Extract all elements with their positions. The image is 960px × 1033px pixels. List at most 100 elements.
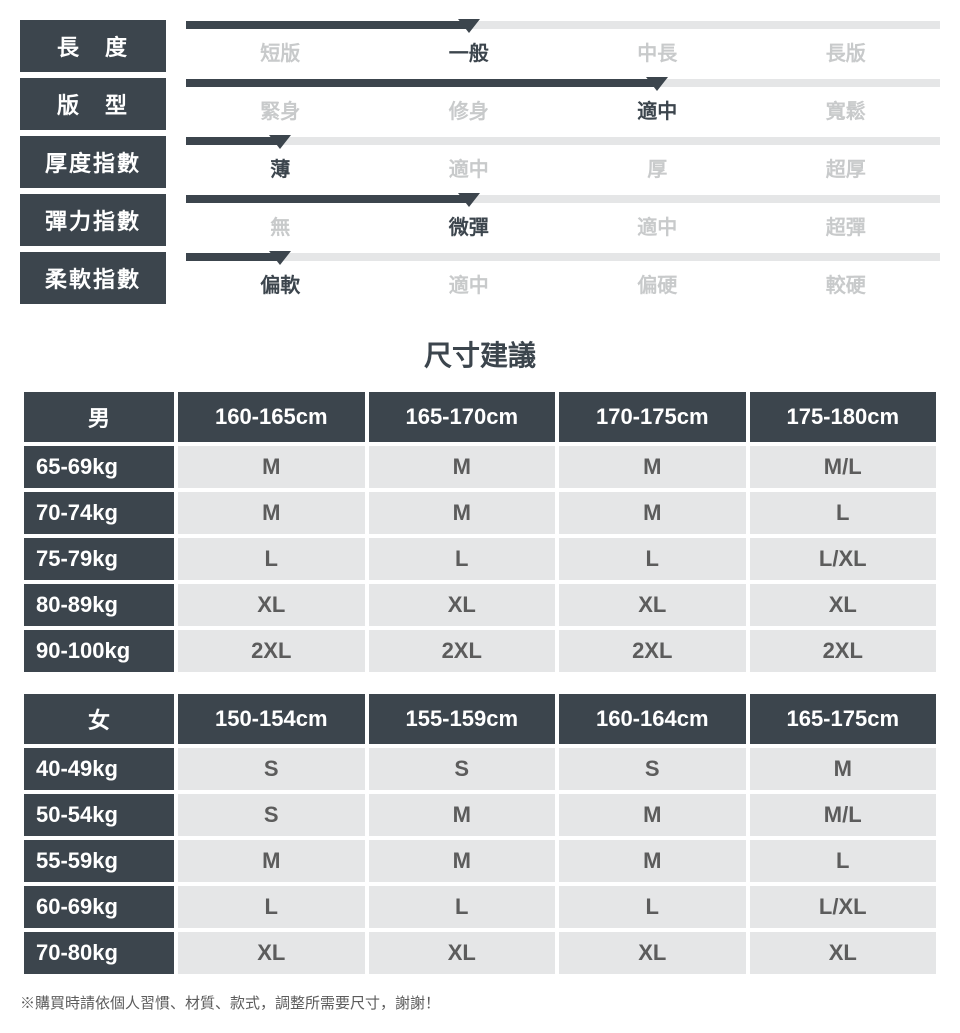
scale-option: 無 — [186, 211, 375, 240]
size-table: 女150-154cm155-159cm160-164cm165-175cm40-… — [20, 690, 940, 978]
attribute-row: 版 型緊身修身適中寬鬆 — [20, 78, 940, 130]
scale-fill — [186, 253, 280, 261]
size-cell: XL — [559, 932, 746, 974]
scale-pointer-icon — [458, 193, 480, 207]
table-row: 55-59kgMMML — [24, 840, 936, 882]
table-row: 40-49kgSSSM — [24, 748, 936, 790]
size-cell: M/L — [750, 794, 937, 836]
size-cell: L — [750, 840, 937, 882]
scale-fill — [186, 195, 469, 203]
scale-pointer-icon — [458, 19, 480, 33]
scale-option: 超厚 — [752, 153, 941, 182]
size-cell: M — [369, 840, 556, 882]
table-row: 90-100kg2XL2XL2XL2XL — [24, 630, 936, 672]
size-cell: M — [750, 748, 937, 790]
table-corner: 女 — [24, 694, 174, 744]
scale-fill — [186, 21, 469, 29]
scale-track — [186, 253, 940, 261]
table-row: 75-79kgLLLL/XL — [24, 538, 936, 580]
attribute-scale: 短版一般中長長版 — [186, 21, 940, 71]
column-header: 170-175cm — [559, 392, 746, 442]
scale-option: 適中 — [563, 95, 752, 124]
size-cell: S — [559, 748, 746, 790]
size-cell: XL — [178, 584, 365, 626]
column-header: 150-154cm — [178, 694, 365, 744]
size-cell: L — [559, 886, 746, 928]
size-cell: L — [559, 538, 746, 580]
size-cell: M — [369, 446, 556, 488]
attribute-scale: 薄適中厚超厚 — [186, 137, 940, 187]
attribute-label: 版 型 — [20, 78, 166, 130]
scale-option: 偏硬 — [563, 269, 752, 298]
size-cell: XL — [750, 584, 937, 626]
column-header: 155-159cm — [369, 694, 556, 744]
attribute-indicators: 長 度短版一般中長長版版 型緊身修身適中寬鬆厚度指數薄適中厚超厚彈力指數無微彈適… — [20, 20, 940, 304]
scale-option: 寬鬆 — [752, 95, 941, 124]
size-cell: M — [178, 840, 365, 882]
scale-fill — [186, 137, 280, 145]
size-cell: L — [178, 886, 365, 928]
attribute-row: 長 度短版一般中長長版 — [20, 20, 940, 72]
scale-option: 適中 — [375, 153, 564, 182]
size-cell: XL — [178, 932, 365, 974]
size-cell: XL — [369, 584, 556, 626]
size-cell: L — [178, 538, 365, 580]
size-cell: M — [369, 794, 556, 836]
scale-pointer-icon — [269, 135, 291, 149]
size-cell: M — [559, 840, 746, 882]
scale-track — [186, 137, 940, 145]
row-header: 55-59kg — [24, 840, 174, 882]
section-title: 尺寸建議 — [20, 334, 940, 374]
attribute-scale: 緊身修身適中寬鬆 — [186, 79, 940, 129]
attribute-label: 彈力指數 — [20, 194, 166, 246]
size-cell: XL — [559, 584, 746, 626]
scale-option: 薄 — [186, 153, 375, 182]
scale-option: 偏軟 — [186, 269, 375, 298]
scale-labels: 偏軟適中偏硬較硬 — [186, 269, 940, 298]
scale-fill — [186, 79, 657, 87]
table-corner: 男 — [24, 392, 174, 442]
scale-option: 超彈 — [752, 211, 941, 240]
column-header: 160-165cm — [178, 392, 365, 442]
row-header: 40-49kg — [24, 748, 174, 790]
row-header: 65-69kg — [24, 446, 174, 488]
attribute-row: 柔軟指數偏軟適中偏硬較硬 — [20, 252, 940, 304]
size-cell: L/XL — [750, 538, 937, 580]
size-cell: M — [178, 446, 365, 488]
scale-option: 厚 — [563, 153, 752, 182]
row-header: 70-80kg — [24, 932, 174, 974]
row-header: 60-69kg — [24, 886, 174, 928]
scale-labels: 短版一般中長長版 — [186, 37, 940, 66]
table-row: 60-69kgLLLL/XL — [24, 886, 936, 928]
size-table: 男160-165cm165-170cm170-175cm175-180cm65-… — [20, 388, 940, 676]
attribute-scale: 偏軟適中偏硬較硬 — [186, 253, 940, 303]
size-cell: 2XL — [559, 630, 746, 672]
scale-option: 適中 — [375, 269, 564, 298]
scale-labels: 薄適中厚超厚 — [186, 153, 940, 182]
scale-option: 微彈 — [375, 211, 564, 240]
table-row: 65-69kgMMMM/L — [24, 446, 936, 488]
size-cell: L — [369, 538, 556, 580]
attribute-label: 厚度指數 — [20, 136, 166, 188]
size-cell: 2XL — [369, 630, 556, 672]
size-cell: XL — [750, 932, 937, 974]
size-cell: L — [750, 492, 937, 534]
scale-labels: 無微彈適中超彈 — [186, 211, 940, 240]
scale-option: 修身 — [375, 95, 564, 124]
size-cell: 2XL — [178, 630, 365, 672]
size-cell: M — [559, 446, 746, 488]
size-cell: S — [178, 794, 365, 836]
scale-option: 長版 — [752, 37, 941, 66]
size-cell: M — [559, 492, 746, 534]
row-header: 70-74kg — [24, 492, 174, 534]
size-cell: M/L — [750, 446, 937, 488]
size-cell: M — [178, 492, 365, 534]
scale-option: 適中 — [563, 211, 752, 240]
table-row: 80-89kgXLXLXLXL — [24, 584, 936, 626]
table-row: 70-80kgXLXLXLXL — [24, 932, 936, 974]
scale-option: 中長 — [563, 37, 752, 66]
table-row: 50-54kgSMMM/L — [24, 794, 936, 836]
size-cell: S — [369, 748, 556, 790]
size-cell: L/XL — [750, 886, 937, 928]
attribute-label: 柔軟指數 — [20, 252, 166, 304]
